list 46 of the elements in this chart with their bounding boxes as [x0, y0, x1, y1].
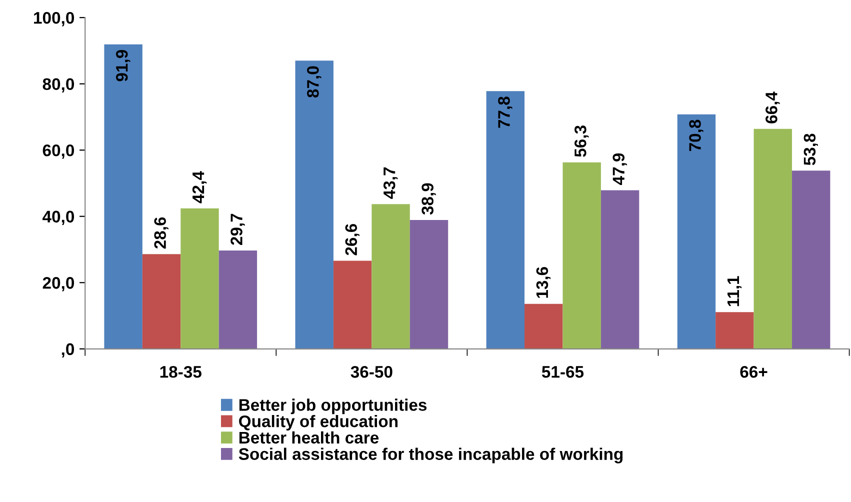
bar — [486, 91, 525, 349]
bar — [180, 208, 219, 349]
data-label: 38,9 — [422, 183, 436, 215]
data-label: 11,1 — [728, 276, 742, 306]
legend-label: Better job opportunities — [239, 398, 427, 414]
bar — [792, 170, 830, 349]
bar — [524, 304, 563, 349]
data-label: 47,9 — [612, 153, 627, 185]
y-tick-label: 20,0 — [42, 277, 74, 292]
bar — [333, 260, 372, 349]
bar — [372, 204, 410, 349]
bar — [677, 114, 716, 349]
legend-label: Better health care — [239, 431, 379, 444]
data-label: 26,6 — [345, 224, 360, 256]
x-tick-label: 18-35 — [160, 366, 202, 378]
data-label: 91,9 — [116, 50, 130, 82]
bar — [295, 60, 334, 349]
bar — [600, 190, 640, 349]
data-label: 43,7 — [383, 167, 398, 199]
bar — [754, 128, 792, 349]
y-tick-label: ,0 — [62, 343, 74, 358]
bar — [218, 250, 258, 349]
y-tick-label: 80,0 — [42, 78, 74, 92]
bar — [716, 312, 754, 349]
bar — [104, 44, 142, 349]
data-label: 28,6 — [154, 217, 168, 249]
data-label: 77,8 — [498, 96, 512, 128]
legend-label: Quality of education — [239, 415, 398, 431]
data-label: 87,0 — [307, 66, 322, 98]
bar — [562, 162, 601, 349]
data-label: 13,6 — [536, 267, 551, 298]
x-tick-label: 66+ — [740, 366, 768, 378]
y-tick-label: 100,0 — [34, 12, 74, 26]
data-label: 53,8 — [804, 134, 818, 166]
bar — [410, 220, 448, 349]
x-tick-label: 51-65 — [542, 366, 584, 378]
x-tick-label: 36-50 — [350, 366, 392, 378]
data-label: 70,8 — [689, 120, 704, 152]
bar — [142, 254, 181, 349]
data-label: 29,7 — [230, 214, 245, 245]
y-tick-label: 40,0 — [42, 210, 74, 225]
y-tick-label: 60,0 — [42, 144, 74, 159]
data-label: 66,4 — [766, 92, 780, 124]
data-label: 56,3 — [574, 126, 589, 157]
data-label: 42,4 — [192, 171, 207, 204]
legend-label: Social assistance for those incapable of working — [238, 448, 623, 464]
